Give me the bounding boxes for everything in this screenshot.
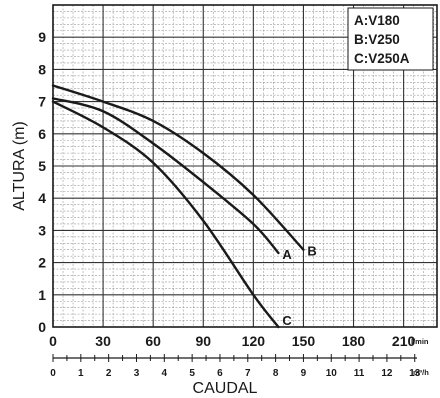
legend-item: A:V180 — [354, 13, 400, 28]
y-tick-label: 0 — [38, 319, 46, 335]
legend-box — [347, 7, 434, 71]
x-tick-label-secondary: 3 — [134, 368, 140, 379]
series-line-b — [51, 84, 305, 251]
y-tick-label: 4 — [38, 190, 46, 206]
series-label-c: C — [282, 313, 292, 328]
x-tick-label: 210 — [392, 333, 416, 349]
x-tick-label-secondary: 4 — [162, 368, 168, 379]
y-tick-label: 6 — [38, 126, 46, 142]
x-tick-label: 150 — [292, 333, 316, 349]
series-label-b: B — [307, 244, 316, 259]
y-tick-label: 8 — [38, 61, 46, 77]
x-tick-label: 30 — [95, 333, 111, 349]
y-tick-label: 9 — [38, 29, 46, 45]
y-tick-label: 5 — [38, 158, 46, 174]
legend: A:V180 B:V250 C:V250A — [347, 7, 434, 71]
x-tick-label-secondary: 5 — [189, 368, 195, 379]
y-tick-label: 1 — [38, 287, 46, 303]
legend-item: B:V250 — [354, 32, 400, 47]
y-tick-label: 7 — [38, 94, 46, 110]
x-tick-label-secondary: 2 — [106, 368, 112, 379]
x-tick-label: 90 — [195, 333, 211, 349]
x-tick-label-secondary: 12 — [381, 368, 393, 379]
x-tick-label-secondary: 7 — [245, 368, 251, 379]
x-tick-label-secondary: 11 — [354, 368, 365, 379]
series-layer: A B C — [51, 84, 317, 329]
x-tick-label: 60 — [145, 333, 161, 349]
x-axis-title: CAUDAL — [193, 380, 258, 397]
plot-frame — [52, 4, 438, 328]
x-tick-label: 120 — [242, 333, 266, 349]
x-tick-label-secondary: 8 — [273, 368, 279, 379]
x-tick-label: 0 — [49, 333, 57, 349]
series-label-a: A — [282, 247, 292, 262]
x-tick-label: 180 — [342, 333, 366, 349]
series-line-a — [51, 97, 280, 255]
x-tick-label-secondary: 9 — [301, 368, 307, 379]
x-tick-label-secondary: 0 — [50, 368, 56, 379]
x-tick-label-secondary: 1 — [78, 368, 84, 379]
x-axis-ticks-primary: 0 30 60 90 120 150 180 210 — [49, 333, 415, 349]
x-tick-label-secondary: 10 — [326, 368, 338, 379]
x-tick-label-secondary: 13 — [409, 368, 421, 379]
x-tick-label-secondary: 6 — [217, 368, 223, 379]
series-line-c — [51, 100, 280, 329]
x-unit-primary: l/min — [411, 337, 429, 346]
x-unit-secondary: m³/h — [413, 368, 429, 377]
x-axis-ticks-secondary: 0 1 2 3 4 5 6 7 8 9 10 11 12 13 — [50, 354, 421, 379]
y-tick-label: 3 — [38, 222, 46, 238]
y-axis-ticks: 0 1 2 3 4 5 6 7 8 9 — [38, 29, 46, 335]
y-axis-title: ALTURA (m) — [11, 121, 28, 210]
y-tick-label: 2 — [38, 255, 46, 271]
legend-item: C:V250A — [354, 51, 410, 66]
